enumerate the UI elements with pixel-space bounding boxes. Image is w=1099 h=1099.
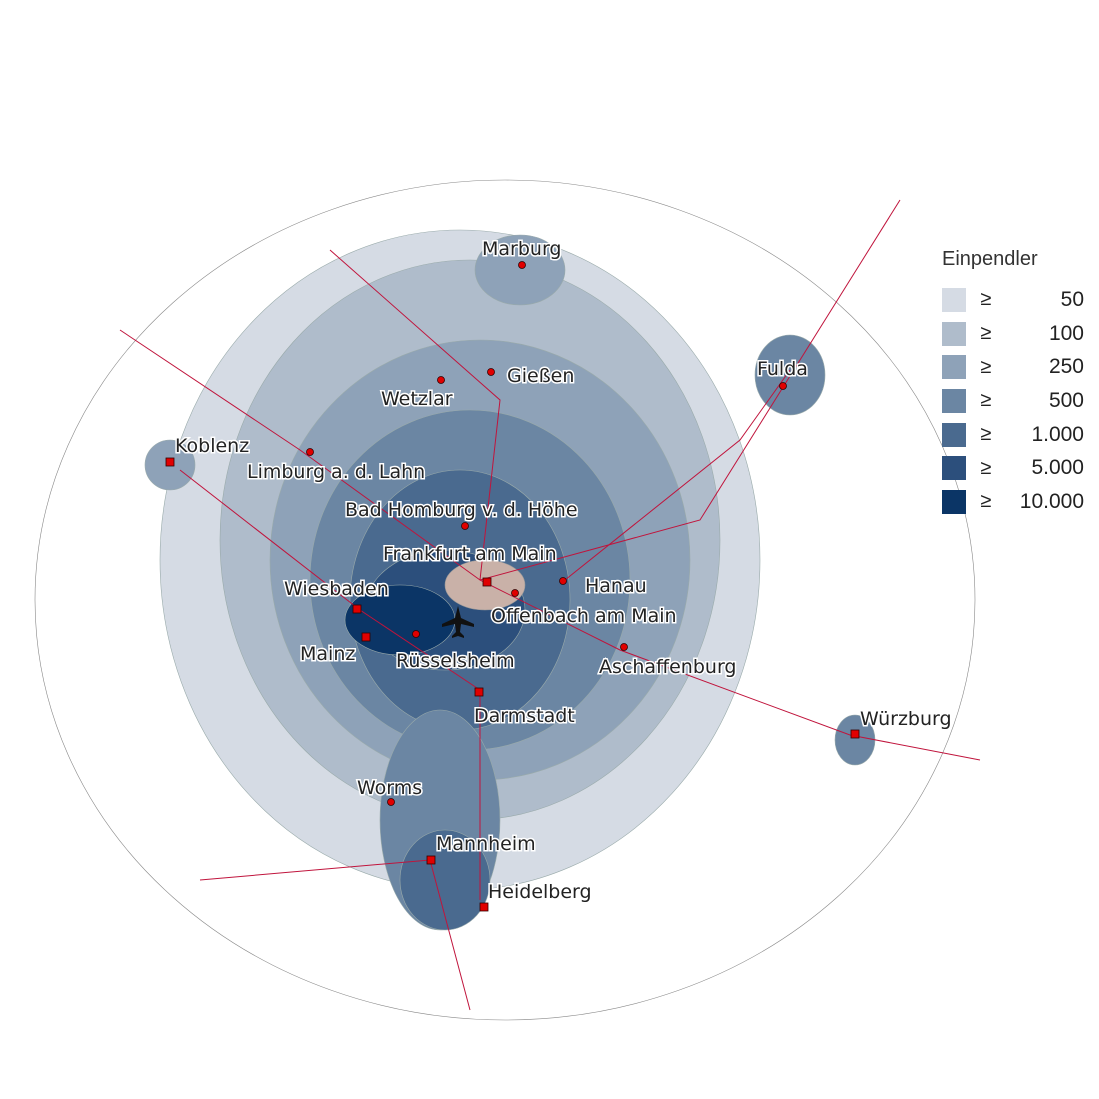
- city-label: Bad Homburg v. d. Höhe: [345, 499, 578, 521]
- legend-title: Einpendler: [942, 248, 1038, 270]
- city-marker: [850, 729, 860, 739]
- legend-swatch: [942, 422, 966, 447]
- city-label: Limburg a. d. Lahn: [247, 461, 425, 483]
- legend: Einpendler ≥ 50 ≥ 100 ≥ 250 ≥ 500 ≥ 1.00…: [942, 248, 1092, 519]
- map-base-regions: [34, 179, 976, 1021]
- legend-swatch: [942, 489, 966, 514]
- city-marker: [511, 589, 519, 597]
- legend-symbol: ≥: [980, 456, 992, 479]
- legend-item: ≥ 10.000: [942, 485, 1092, 519]
- city-markers: Marburg Gießen Wetzlar Fulda Koblenz Limburg …: [165, 237, 953, 912]
- city: Offenbach am Main: [490, 589, 678, 629]
- city: Rüsselsheim: [395, 630, 516, 674]
- city-marker: [352, 604, 362, 614]
- legend-value: 100: [1048, 321, 1084, 345]
- city-label: Würzburg: [860, 708, 952, 730]
- city-label: Fulda: [757, 358, 808, 380]
- city: Bad Homburg v. d. Höhe: [344, 498, 579, 530]
- rail-line: [564, 369, 791, 581]
- legend-symbol: ≥: [980, 322, 992, 345]
- city-marker: [361, 632, 371, 642]
- legend-value: 10.000: [1019, 489, 1084, 513]
- legend-symbol: ≥: [980, 423, 992, 446]
- city-marker: [482, 577, 492, 587]
- legend-item: ≥ 5.000: [942, 451, 1092, 485]
- city-label: Darmstadt: [474, 705, 575, 727]
- city: Koblenz: [165, 434, 251, 467]
- legend-item: ≥ 250: [942, 350, 1092, 384]
- city-marker: [165, 457, 175, 467]
- legend-value: 50: [1060, 287, 1084, 311]
- airplane-icon: [442, 606, 474, 638]
- city-label: Koblenz: [175, 435, 249, 457]
- city: Darmstadt: [473, 687, 576, 729]
- legend-symbol: ≥: [980, 490, 992, 513]
- city-label: Hanau: [585, 575, 647, 597]
- city: Frankfurt am Main: [382, 542, 558, 587]
- region: [474, 234, 566, 306]
- city-marker: [412, 630, 420, 638]
- city: Heidelberg: [479, 880, 593, 912]
- city-marker: [437, 376, 445, 384]
- city-marker: [306, 448, 314, 456]
- city: Limburg a. d. Lahn: [246, 448, 427, 485]
- city-label: Wiesbaden: [284, 578, 389, 600]
- city-marker: [387, 798, 395, 806]
- legend-swatch: [942, 321, 966, 346]
- city: Gießen: [487, 364, 576, 389]
- city-marker: [426, 855, 436, 865]
- city-label: Wetzlar: [381, 388, 453, 410]
- city-marker: [620, 643, 628, 651]
- city: Aschaffenburg: [598, 643, 738, 680]
- legend-value: 1.000: [1031, 422, 1084, 446]
- city: Mainz: [299, 632, 371, 667]
- legend-swatch: [942, 456, 966, 481]
- legend-item: ≥ 500: [942, 384, 1092, 418]
- region: [399, 829, 491, 931]
- legend-swatch: [942, 287, 966, 312]
- legend-value: 5.000: [1031, 456, 1084, 480]
- legend-item: ≥ 100: [942, 317, 1092, 351]
- city: Wiesbaden: [283, 577, 390, 614]
- city: Mannheim: [426, 832, 537, 865]
- city-label: Marburg: [482, 238, 562, 260]
- city-label: Offenbach am Main: [491, 605, 677, 627]
- city-label: Aschaffenburg: [599, 656, 737, 678]
- city-marker: [559, 577, 567, 585]
- legend-symbol: ≥: [980, 288, 992, 311]
- city: Würzburg: [850, 707, 953, 739]
- city: Fulda: [756, 357, 809, 390]
- legend-value: 250: [1048, 355, 1084, 379]
- legend-swatch: [942, 388, 966, 413]
- city-marker: [479, 902, 489, 912]
- city-label: Mannheim: [436, 833, 536, 855]
- city: Marburg: [481, 237, 563, 269]
- legend-symbol: ≥: [980, 355, 992, 378]
- city-label: Rüsselsheim: [396, 650, 515, 672]
- city-label: Gießen: [507, 365, 574, 387]
- city: Hanau: [559, 574, 648, 599]
- city: Worms: [356, 776, 424, 806]
- rail-line: [479, 579, 981, 761]
- city-label: Frankfurt am Main: [383, 543, 557, 565]
- city-marker: [461, 522, 469, 530]
- city-label: Heidelberg: [488, 881, 592, 903]
- legend-swatch: [942, 355, 966, 380]
- rail-line: [179, 469, 481, 900]
- city-marker: [779, 382, 787, 390]
- city-marker: [518, 261, 526, 269]
- city-marker: [474, 687, 484, 697]
- city-label: Mainz: [300, 643, 355, 665]
- legend-value: 500: [1048, 388, 1084, 412]
- legend-symbol: ≥: [980, 389, 992, 412]
- rail-line: [329, 249, 501, 581]
- city-marker: [487, 368, 495, 376]
- city-label: Worms: [357, 777, 422, 799]
- city: Wetzlar: [380, 376, 454, 412]
- legend-item: ≥ 50: [942, 283, 1092, 317]
- legend-item: ≥ 1.000: [942, 418, 1092, 452]
